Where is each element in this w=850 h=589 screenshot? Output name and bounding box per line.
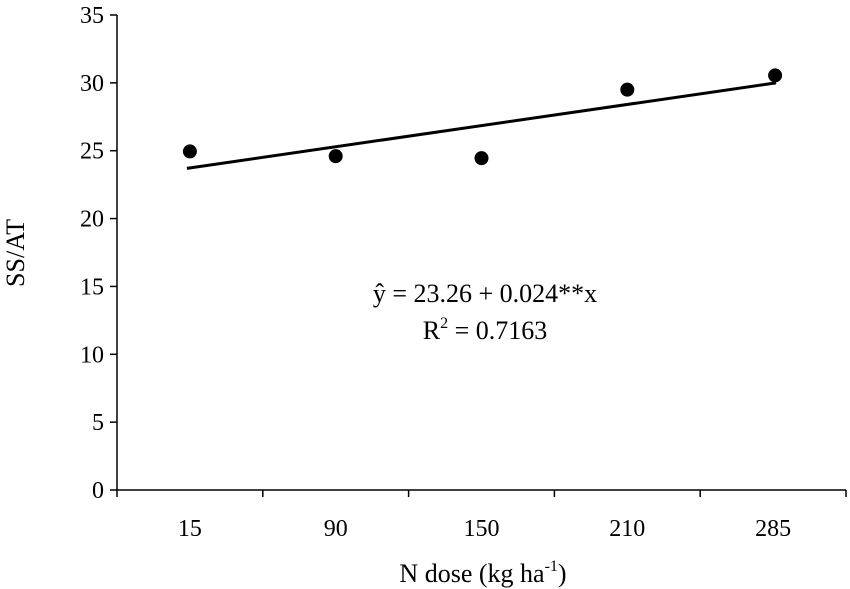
y-tick-label: 20 — [80, 207, 104, 233]
data-point — [328, 149, 343, 164]
x-tick-label: 90 — [324, 516, 348, 542]
x-tick-label: 210 — [609, 516, 645, 542]
x-tick-label: 15 — [178, 516, 202, 542]
x-axis-title-main: N dose (kg ha — [399, 559, 545, 588]
y-tick-label: 25 — [80, 139, 104, 165]
y-tick-label: 15 — [80, 274, 104, 300]
data-point — [474, 151, 489, 166]
y-tick-label: 0 — [92, 478, 104, 504]
r-squared-prefix: R — [423, 316, 441, 345]
y-axis: 0 5 10 15 20 25 30 35 — [80, 3, 118, 504]
plot-marks — [182, 68, 783, 170]
data-point — [768, 68, 783, 83]
y-tick-label: 35 — [80, 3, 104, 29]
r-squared-value: = 0.7163 — [448, 316, 547, 345]
y-tick-label: 5 — [92, 410, 104, 436]
x-tick-label: 285 — [755, 516, 791, 542]
x-axis-title-sup: -1 — [545, 558, 558, 575]
data-point — [182, 144, 197, 159]
y-axis-title: SS/AT — [1, 219, 30, 287]
r-squared-sup: 2 — [440, 315, 448, 332]
x-tick-label: 150 — [464, 516, 500, 542]
regression-equation: ŷ = 23.26 + 0.024**x — [373, 279, 597, 308]
r-squared: R2 = 0.7163 — [423, 315, 548, 345]
x-axis: 15 90 150 210 285 — [116, 489, 847, 542]
y-tick-label: 30 — [80, 71, 104, 97]
y-tick-label: 10 — [80, 342, 104, 368]
trendline — [186, 81, 777, 170]
x-axis-title: N dose (kg ha-1) — [399, 558, 566, 588]
data-point — [620, 82, 635, 97]
x-axis-title-tail: ) — [558, 559, 567, 588]
